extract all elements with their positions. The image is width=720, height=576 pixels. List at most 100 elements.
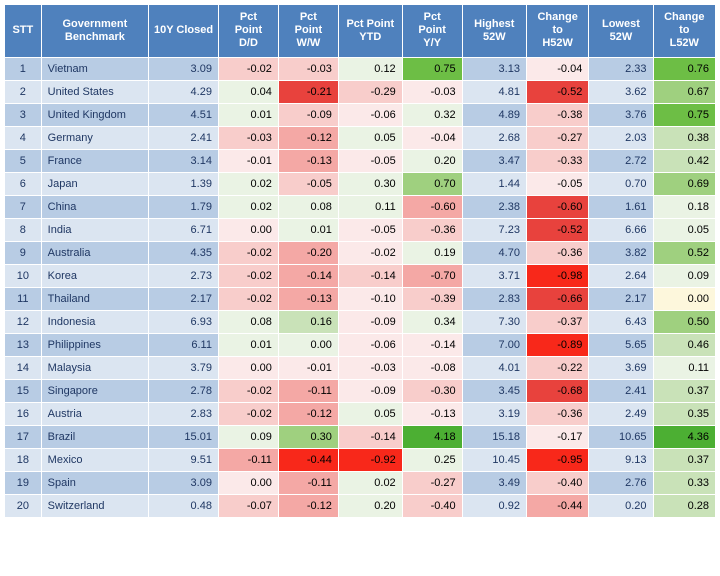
cell-name: China: [42, 196, 148, 218]
col-header-close: 10Y Closed: [149, 5, 218, 57]
table-row: 10Korea2.73-0.02-0.14-0.14-0.703.71-0.98…: [5, 265, 715, 287]
table-row: 9Australia4.35-0.02-0.20-0.020.194.70-0.…: [5, 242, 715, 264]
table-row: 12Indonesia6.930.080.16-0.090.347.30-0.3…: [5, 311, 715, 333]
cell-ww: -0.13: [279, 150, 338, 172]
cell-yy: -0.04: [403, 127, 462, 149]
table-row: 17Brazil15.010.090.30-0.144.1815.18-0.17…: [5, 426, 715, 448]
cell-cl52: 0.11: [654, 357, 715, 379]
cell-stt: 12: [5, 311, 41, 333]
cell-cl52: 0.76: [654, 58, 715, 80]
cell-name: United Kingdom: [42, 104, 148, 126]
cell-dd: -0.02: [219, 380, 278, 402]
cell-ytd: -0.06: [339, 334, 402, 356]
cell-l52: 3.82: [589, 242, 652, 264]
cell-cl52: 0.69: [654, 173, 715, 195]
cell-ch52: -0.66: [527, 288, 588, 310]
table-row: 11Thailand2.17-0.02-0.13-0.10-0.392.83-0…: [5, 288, 715, 310]
cell-cl52: 4.36: [654, 426, 715, 448]
cell-l52: 6.66: [589, 219, 652, 241]
cell-stt: 18: [5, 449, 41, 471]
cell-cl52: 0.28: [654, 495, 715, 517]
table-row: 4Germany2.41-0.03-0.120.05-0.042.68-0.27…: [5, 127, 715, 149]
cell-name: United States: [42, 81, 148, 103]
cell-ch52: -0.98: [527, 265, 588, 287]
cell-dd: -0.02: [219, 265, 278, 287]
cell-name: Vietnam: [42, 58, 148, 80]
cell-ch52: -0.40: [527, 472, 588, 494]
cell-dd: -0.02: [219, 403, 278, 425]
cell-yy: -0.30: [403, 380, 462, 402]
cell-ytd: -0.09: [339, 380, 402, 402]
col-header-stt: STT: [5, 5, 41, 57]
cell-stt: 11: [5, 288, 41, 310]
table-row: 6Japan1.390.02-0.050.300.701.44-0.050.70…: [5, 173, 715, 195]
cell-cl52: 0.35: [654, 403, 715, 425]
cell-ch52: -0.52: [527, 81, 588, 103]
cell-dd: -0.03: [219, 127, 278, 149]
cell-dd: -0.02: [219, 58, 278, 80]
cell-stt: 16: [5, 403, 41, 425]
cell-stt: 14: [5, 357, 41, 379]
cell-name: France: [42, 150, 148, 172]
cell-stt: 2: [5, 81, 41, 103]
cell-ch52: -0.89: [527, 334, 588, 356]
cell-ytd: -0.06: [339, 104, 402, 126]
cell-ytd: 0.12: [339, 58, 402, 80]
cell-ytd: 0.20: [339, 495, 402, 517]
cell-h52: 2.68: [463, 127, 526, 149]
cell-yy: -0.13: [403, 403, 462, 425]
cell-close: 1.79: [149, 196, 218, 218]
cell-ww: -0.01: [279, 357, 338, 379]
table-row: 20Switzerland0.48-0.07-0.120.20-0.400.92…: [5, 495, 715, 517]
cell-h52: 0.92: [463, 495, 526, 517]
cell-close: 2.78: [149, 380, 218, 402]
cell-dd: -0.02: [219, 242, 278, 264]
cell-cl52: 0.37: [654, 380, 715, 402]
cell-ch52: -0.27: [527, 127, 588, 149]
cell-stt: 20: [5, 495, 41, 517]
cell-stt: 19: [5, 472, 41, 494]
cell-cl52: 0.38: [654, 127, 715, 149]
cell-ch52: -0.36: [527, 403, 588, 425]
cell-name: India: [42, 219, 148, 241]
cell-h52: 3.19: [463, 403, 526, 425]
cell-l52: 1.61: [589, 196, 652, 218]
cell-h52: 7.23: [463, 219, 526, 241]
cell-ch52: -0.52: [527, 219, 588, 241]
table-row: 3United Kingdom4.510.01-0.09-0.060.324.8…: [5, 104, 715, 126]
cell-h52: 3.45: [463, 380, 526, 402]
cell-close: 3.09: [149, 58, 218, 80]
col-header-ww: PctPointW/W: [279, 5, 338, 57]
cell-cl52: 0.18: [654, 196, 715, 218]
col-header-yy: PctPointY/Y: [403, 5, 462, 57]
cell-stt: 7: [5, 196, 41, 218]
cell-l52: 2.17: [589, 288, 652, 310]
table-row: 8India6.710.000.01-0.05-0.367.23-0.526.6…: [5, 219, 715, 241]
cell-stt: 9: [5, 242, 41, 264]
cell-close: 6.71: [149, 219, 218, 241]
cell-yy: 0.75: [403, 58, 462, 80]
cell-ch52: -0.22: [527, 357, 588, 379]
cell-close: 2.17: [149, 288, 218, 310]
cell-close: 4.35: [149, 242, 218, 264]
cell-l52: 2.72: [589, 150, 652, 172]
cell-dd: -0.11: [219, 449, 278, 471]
cell-name: Japan: [42, 173, 148, 195]
cell-name: Australia: [42, 242, 148, 264]
cell-ytd: -0.14: [339, 265, 402, 287]
table-body: 1Vietnam3.09-0.02-0.030.120.753.13-0.042…: [5, 58, 715, 517]
cell-yy: 0.20: [403, 150, 462, 172]
cell-ww: 0.00: [279, 334, 338, 356]
col-header-ch52: ChangetoH52W: [527, 5, 588, 57]
table-row: 7China1.790.020.080.11-0.602.38-0.601.61…: [5, 196, 715, 218]
cell-h52: 7.30: [463, 311, 526, 333]
cell-ytd: 0.05: [339, 403, 402, 425]
cell-ww: -0.09: [279, 104, 338, 126]
cell-h52: 4.01: [463, 357, 526, 379]
cell-ytd: 0.11: [339, 196, 402, 218]
cell-yy: 0.34: [403, 311, 462, 333]
cell-yy: 0.19: [403, 242, 462, 264]
table-row: 5France3.14-0.01-0.13-0.050.203.47-0.332…: [5, 150, 715, 172]
table-row: 13Philippines6.110.010.00-0.06-0.147.00-…: [5, 334, 715, 356]
cell-ch52: -0.60: [527, 196, 588, 218]
